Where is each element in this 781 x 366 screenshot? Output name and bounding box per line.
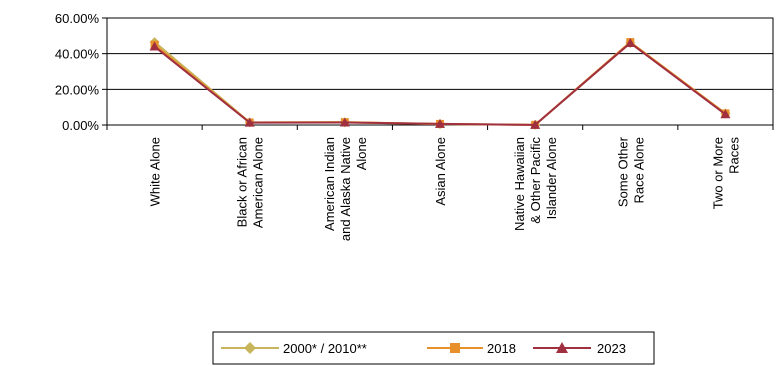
legend-label: 2000* / 2010** <box>283 341 367 356</box>
x-category-label-line: Races <box>726 137 741 174</box>
data-point-triangle <box>720 109 731 119</box>
legend-item: 2000* / 2010** <box>221 341 367 356</box>
x-category-label: Asian Alone <box>433 137 448 206</box>
x-category-label-line: Two or More <box>710 137 725 209</box>
data-point-triangle <box>149 41 160 51</box>
legend: 2000* / 2010** 2018 2023 <box>212 331 655 365</box>
x-category-label: Native Hawaiian & Other Pacific Islander A… <box>512 137 559 231</box>
data-point-triangle <box>339 117 350 127</box>
x-category-label-line: American Alone <box>251 137 266 228</box>
legend-item: 2023 <box>533 341 626 356</box>
x-category-label: Some Other Race Alone <box>615 136 646 207</box>
x-category-label-line: Native Hawaiian <box>512 137 527 231</box>
x-category-label-line: Alone <box>354 137 369 170</box>
x-category-label-line: White Alone <box>148 137 163 206</box>
data-point-diamond <box>244 342 256 354</box>
data-point-triangle <box>530 119 541 129</box>
x-category-label-line: and Alaska Native <box>338 137 353 241</box>
data-point-triangle <box>625 37 636 47</box>
legend-label: 2018 <box>487 341 516 356</box>
series-layer <box>149 37 731 130</box>
x-category-label: Black or African American Alone <box>235 137 266 228</box>
y-tick-label: 0.00% <box>62 118 99 133</box>
data-point-triangle <box>244 117 255 127</box>
plot-area <box>106 17 774 126</box>
series-2 <box>149 37 731 129</box>
legend-label: 2023 <box>597 341 626 356</box>
series-line <box>153 41 727 126</box>
x-category-label-line: Islander Alone <box>544 137 559 219</box>
legend-item: 2018 <box>427 341 516 356</box>
grid-lines <box>107 17 773 126</box>
x-category-label-line: Some Other <box>615 136 630 207</box>
y-axis: 0.00% 20.00% 40.00% 60.00% <box>55 11 107 133</box>
x-category-label: American Indian and Alaska Native Alone <box>322 137 369 241</box>
y-tick-label: 40.00% <box>55 47 100 62</box>
x-category-label: White Alone <box>148 137 163 206</box>
x-category-label-line: Black or African <box>235 137 250 227</box>
y-tick-label: 20.00% <box>55 82 100 97</box>
y-tick-label: 60.00% <box>55 11 100 26</box>
x-category-label: Two or More Races <box>710 137 741 210</box>
series-line <box>153 40 727 126</box>
x-category-label-line: Asian Alone <box>433 137 448 206</box>
data-point-triangle <box>435 118 445 128</box>
x-axis: White Alone Black or African American Alon… <box>106 125 774 241</box>
x-category-label-line: American Indian <box>322 137 337 231</box>
series-line <box>153 41 727 126</box>
data-point-triangle <box>556 342 568 353</box>
x-category-label-line: & Other Pacific <box>528 137 543 224</box>
data-point-square <box>450 343 460 353</box>
x-category-label-line: Race Alone <box>631 137 646 204</box>
